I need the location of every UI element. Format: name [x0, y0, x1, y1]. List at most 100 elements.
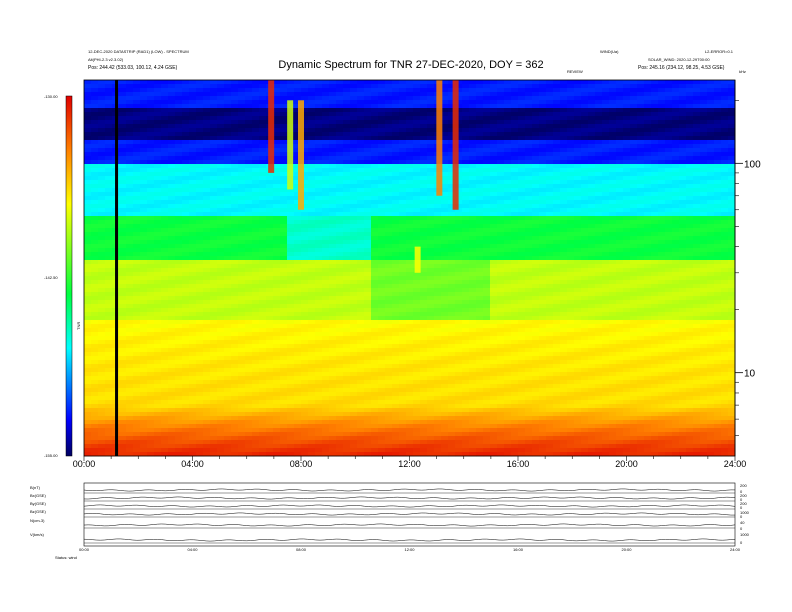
spectrum-cell	[434, 264, 442, 269]
spectrum-cell	[105, 264, 113, 269]
spectrum-cell	[357, 128, 365, 133]
spectrum-cell	[189, 80, 197, 85]
spectrum-cell	[238, 180, 246, 185]
spectrum-cell	[224, 344, 232, 349]
spectrum-cell	[343, 220, 351, 225]
spectrum-cell	[119, 188, 127, 193]
spectrum-cell	[126, 180, 134, 185]
spectrum-cell	[399, 80, 407, 85]
spectrum-cell	[385, 428, 393, 433]
spectrum-cell	[420, 156, 428, 161]
spectrum-cell	[133, 88, 141, 93]
spectrum-cell	[441, 80, 449, 85]
spectrum-cell	[420, 372, 428, 377]
spectrum-cell	[126, 448, 134, 453]
spectrum-cell	[301, 440, 309, 445]
spectrum-cell	[119, 88, 127, 93]
spectrum-cell	[378, 252, 386, 257]
spectrum-cell	[147, 240, 155, 245]
spectrum-cell	[287, 84, 295, 89]
spectrum-cell	[210, 140, 218, 145]
spectrum-cell	[210, 136, 218, 141]
spectrum-cell	[203, 100, 211, 105]
spectrum-cell	[357, 436, 365, 441]
spectrum-cell	[224, 340, 232, 345]
spectrum-cell	[252, 412, 260, 417]
spectrum-cell	[224, 144, 232, 149]
spectrum-cell	[154, 156, 162, 161]
spectrum-cell	[371, 368, 379, 373]
spectrum-cell	[273, 368, 281, 373]
spectrum-cell	[161, 168, 169, 173]
spectrum-cell	[168, 204, 176, 209]
spectrum-cell	[189, 236, 197, 241]
spectrum-cell	[259, 452, 267, 457]
spectrum-cell	[371, 268, 379, 273]
spectrum-cell	[448, 448, 456, 453]
spectrum-cell	[203, 404, 211, 409]
spectrum-cell	[245, 200, 253, 205]
spectrum-cell	[154, 360, 162, 365]
spectrum-cell	[280, 128, 288, 133]
spectrum-cell	[357, 416, 365, 421]
spectrum-cell	[119, 396, 127, 401]
spectrum-cell	[189, 100, 197, 105]
spectrum-cell	[224, 404, 232, 409]
spectrum-cell	[336, 212, 344, 217]
spectrum-cell	[203, 236, 211, 241]
spectrum-cell	[196, 356, 204, 361]
spectrum-cell	[448, 340, 456, 345]
spectrum-cell	[287, 88, 295, 93]
spectrum-cell	[441, 204, 449, 209]
spectrum-cell	[84, 328, 92, 333]
spectrum-cell	[280, 160, 288, 165]
spectrum-cell	[140, 356, 148, 361]
spectrum-cell	[343, 376, 351, 381]
spectrum-cell	[343, 272, 351, 277]
spectrum-cell	[105, 192, 113, 197]
spectrum-cell	[161, 256, 169, 261]
spectrum-cell	[210, 128, 218, 133]
spectrum-cell	[154, 180, 162, 185]
spectrum-cell	[231, 140, 239, 145]
spectrum-cell	[252, 176, 260, 181]
spectrum-cell	[385, 276, 393, 281]
spectrum-cell	[280, 340, 288, 345]
spectrum-cell	[336, 424, 344, 429]
spectrum-cell	[420, 424, 428, 429]
spectrum-cell	[448, 128, 456, 133]
spectrum-cell	[294, 316, 302, 321]
spectrum-cell	[168, 332, 176, 337]
spectrum-cell	[105, 184, 113, 189]
spectrum-cell	[301, 388, 309, 393]
spectrum-cell	[203, 352, 211, 357]
spectrum-cell	[105, 416, 113, 421]
spectrum-cell	[91, 120, 99, 125]
spectrum-cell	[350, 372, 358, 377]
spectrum-cell	[273, 348, 281, 353]
spectrum-cell	[147, 436, 155, 441]
spectrum-cell	[343, 288, 351, 293]
spectrum-cell	[147, 332, 155, 337]
spectrum-cell	[203, 208, 211, 213]
spectrum-cell	[119, 380, 127, 385]
spectrum-cell	[231, 292, 239, 297]
spectrum-cell	[126, 244, 134, 249]
spectrum-cell	[399, 104, 407, 109]
spectrum-cell	[84, 256, 92, 261]
spectrum-cell	[420, 132, 428, 137]
spectrum-cell	[315, 204, 323, 209]
spectrum-cell	[287, 196, 295, 201]
spectrum-cell	[322, 276, 330, 281]
spectrum-cell	[140, 144, 148, 149]
spectrum-cell	[441, 452, 449, 457]
spectrum-cell	[420, 336, 428, 341]
spectrum-cell	[301, 84, 309, 89]
spectrum-cell	[308, 360, 316, 365]
spectrum-cell	[322, 356, 330, 361]
spectrum-cell	[427, 276, 435, 281]
spectrum-cell	[154, 240, 162, 245]
spectrum-cell	[315, 300, 323, 305]
spectrum-cell	[147, 340, 155, 345]
spectrum-cell	[378, 328, 386, 333]
